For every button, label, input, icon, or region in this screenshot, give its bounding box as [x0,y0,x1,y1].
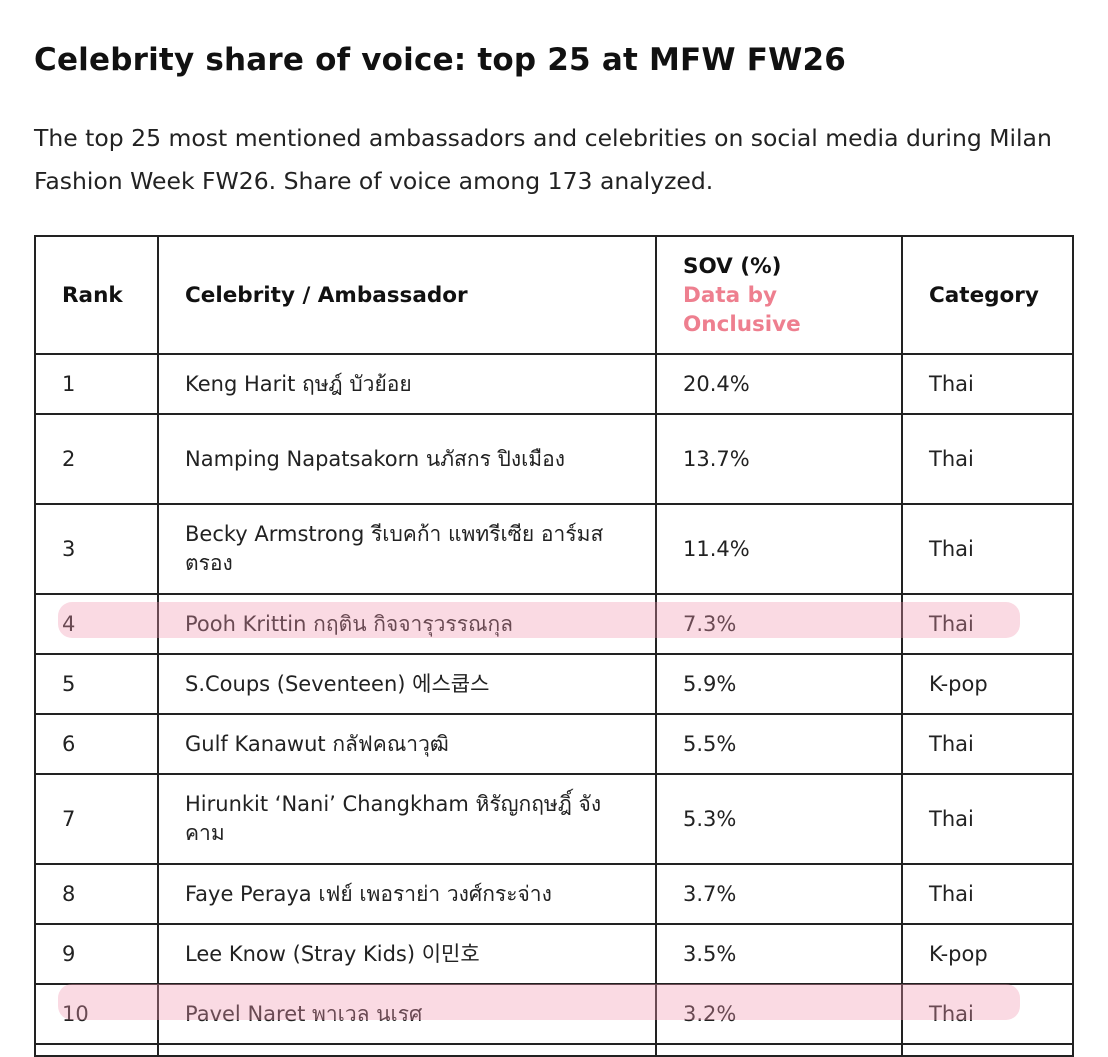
cell-category: Thai [901,413,1074,505]
cell-rank: 9 [34,923,159,985]
cell-rank: 2 [34,413,159,505]
cell-category: K-pop [901,923,1074,985]
page-subtitle: The top 25 most mentioned ambassadors an… [34,124,1052,195]
cell-category [901,1043,1074,1057]
sov-table: Rank Celebrity / Ambassador SOV (%) Data… [34,235,1074,1057]
cell-name: Namping Napatsakorn นภัสกร ปิงเมือง [157,413,657,505]
cell-category: Thai [901,713,1074,775]
cell-name-text: Pavel Naret พาเวล นเรศ [185,1001,423,1026]
table-row-highlighted: 10 Pavel Naret พาเวล นเรศ 3.2% Thai [34,983,1074,1045]
table-header-row: Rank Celebrity / Ambassador SOV (%) Data… [34,235,1074,355]
cell-name: Pavel Naret พาเวล นเรศ [157,983,657,1045]
header-sov-source: Data by Onclusive [683,282,801,337]
cell-name: Keng Harit ฤษฎ์ บัวย้อย [157,353,657,415]
page-title: Celebrity share of voice: top 25 at MFW … [34,42,847,78]
cell-category: K-pop [901,653,1074,715]
table-row: 1 Keng Harit ฤษฎ์ บัวย้อย 20.4% Thai [34,353,1074,415]
cell-sov: 11.4% [655,503,903,595]
cell-name [157,1043,657,1057]
cell-name-text: Lee Know (Stray Kids) 이민호 [185,941,480,966]
cell-sov: 3.7% [655,863,903,925]
cell-rank: 6 [34,713,159,775]
cell-name-text: Pooh Krittin กฤติน กิจจารุวรรณกุล [185,611,514,636]
table-row: 8 Faye Peraya เฟย์ เพอราย่า วงศ์กระจ่าง … [34,863,1074,925]
cell-rank: 1 [34,353,159,415]
cell-rank: 3 [34,503,159,595]
cell-sov: 3.2% [655,983,903,1045]
cell-sov: 5.9% [655,653,903,715]
cell-name: Hirunkit ‘Nani’ Changkham หิรัญกฤษฎิ์ จั… [157,773,657,865]
table-row [34,1043,1074,1057]
cell-sov: 3.5% [655,923,903,985]
cell-name-text: S.Coups (Seventeen) 에스쿱스 [185,671,490,696]
cell-category: Thai [901,983,1074,1045]
cell-sov [655,1043,903,1057]
cell-sov: 5.5% [655,713,903,775]
table-row: 6 Gulf Kanawut กลัฟคณาวุฒิ 5.5% Thai [34,713,1074,775]
cell-rank: 7 [34,773,159,865]
cell-category: Thai [901,773,1074,865]
cell-name-text: Namping Napatsakorn นภัสกร ปิงเมือง [185,446,565,471]
cell-rank: 10 [34,983,159,1045]
cell-sov: 13.7% [655,413,903,505]
cell-rank: 4 [34,593,159,655]
cell-name: Faye Peraya เฟย์ เพอราย่า วงศ์กระจ่าง [157,863,657,925]
header-name: Celebrity / Ambassador [157,235,657,355]
cell-rank: 5 [34,653,159,715]
cell-category: Thai [901,503,1074,595]
cell-rank [34,1043,159,1057]
cell-name-text: Gulf Kanawut กลัฟคณาวุฒิ [185,731,449,756]
cell-name-text: Becky Armstrong รีเบคก้า แพทรีเซีย อาร์ม… [185,522,604,575]
cell-category: Thai [901,593,1074,655]
cell-name: Gulf Kanawut กลัฟคณาวุฒิ [157,713,657,775]
cell-name: S.Coups (Seventeen) 에스쿱스 [157,653,657,715]
header-sov: SOV (%) Data by Onclusive [655,235,903,355]
cell-name: Pooh Krittin กฤติน กิจจารุวรรณกุล [157,593,657,655]
table-row: 7 Hirunkit ‘Nani’ Changkham หิรัญกฤษฎิ์ … [34,773,1074,865]
header-category: Category [901,235,1074,355]
table-row: 5 S.Coups (Seventeen) 에스쿱스 5.9% K-pop [34,653,1074,715]
table-row-highlighted: 4 Pooh Krittin กฤติน กิจจารุวรรณกุล 7.3%… [34,593,1074,655]
cell-sov: 5.3% [655,773,903,865]
cell-sov: 7.3% [655,593,903,655]
cell-category: Thai [901,863,1074,925]
table-row: 9 Lee Know (Stray Kids) 이민호 3.5% K-pop [34,923,1074,985]
header-sov-label: SOV (%) [683,253,782,279]
cell-name-text: Faye Peraya เฟย์ เพอราย่า วงศ์กระจ่าง [185,881,552,906]
header-rank: Rank [34,235,159,355]
table-row: 3 Becky Armstrong รีเบคก้า แพทรีเซีย อาร… [34,503,1074,595]
cell-name-text: Keng Harit ฤษฎ์ บัวย้อย [185,371,412,396]
cell-category: Thai [901,353,1074,415]
table-row: 2 Namping Napatsakorn นภัสกร ปิงเมือง 13… [34,413,1074,505]
cell-name: Becky Armstrong รีเบคก้า แพทรีเซีย อาร์ม… [157,503,657,595]
cell-name: Lee Know (Stray Kids) 이민호 [157,923,657,985]
cell-name-text: Hirunkit ‘Nani’ Changkham หิรัญกฤษฎิ์ จั… [185,792,602,845]
cell-sov: 20.4% [655,353,903,415]
cell-rank: 8 [34,863,159,925]
